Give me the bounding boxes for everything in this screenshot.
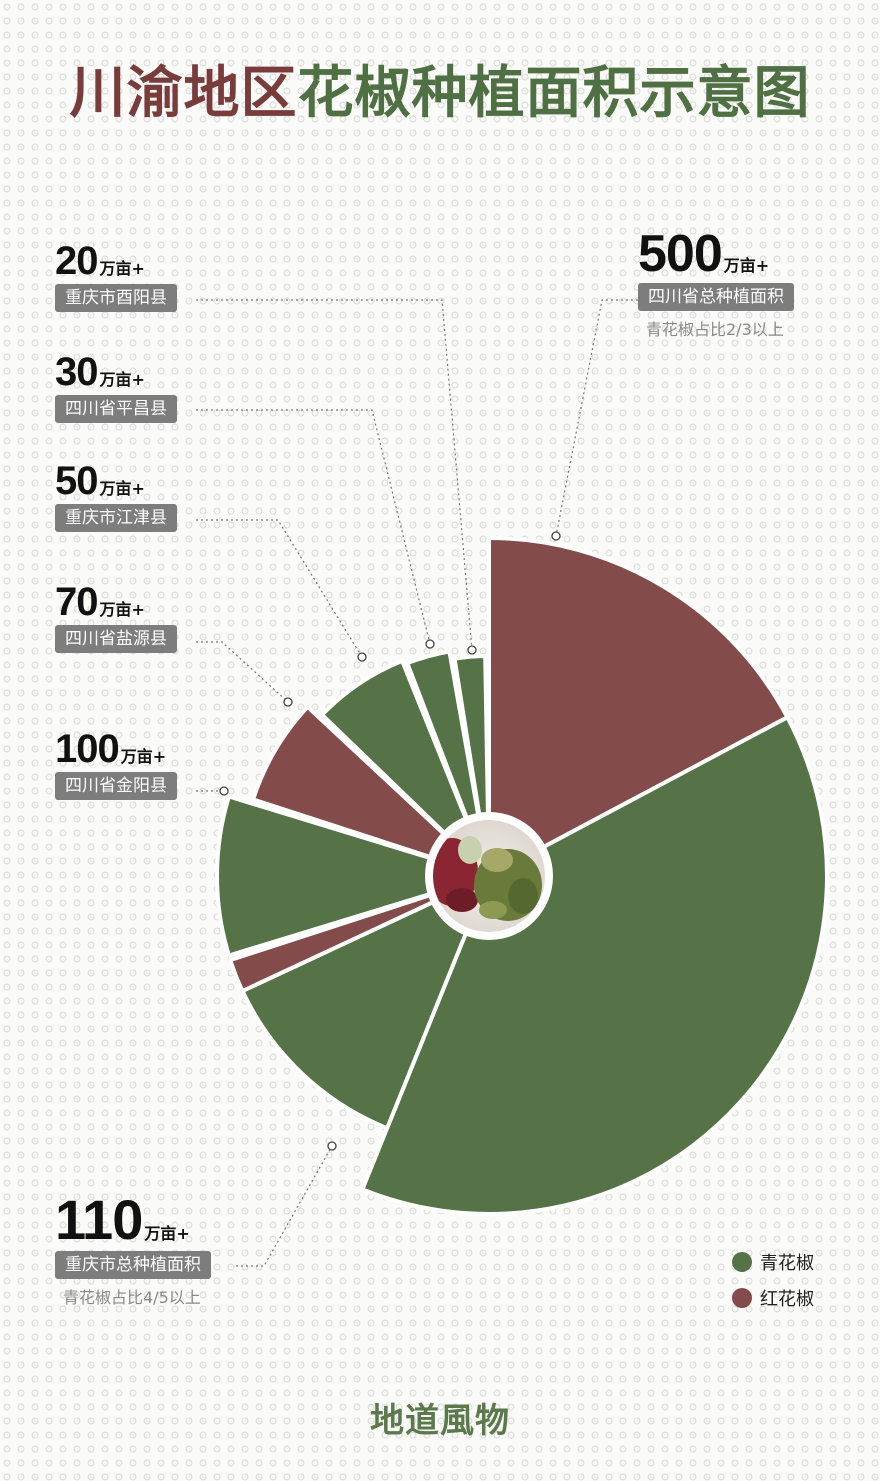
annotation-value: 110 万亩+: [55, 1188, 190, 1251]
slice-sichuan-total-red: [487, 536, 790, 878]
slice-jiangjin: [320, 658, 491, 878]
slice-jinyang: [215, 794, 491, 958]
annotation-chongqing-total: 110 万亩+ 重庆市总种植面积 青花椒占比4/5以上: [55, 1192, 211, 1308]
annotation-label-tag: 重庆市酉阳县: [55, 284, 177, 312]
leader-chongqing-total: [236, 1145, 333, 1267]
annotation-value: 100 万亩+: [55, 727, 167, 771]
leader-jinyang-dot: [219, 786, 229, 796]
leader-pingchang: [196, 409, 431, 645]
annotation-label-tag: 重庆市总种植面积: [55, 1251, 211, 1279]
page-title: 川渝地区花椒种植面积示意图: [0, 58, 880, 128]
legend-label-green: 青花椒: [760, 1253, 814, 1274]
leader-youyang-dot: [467, 645, 477, 655]
legend-swatch-green: [732, 1252, 752, 1272]
leaders-layer: [196, 299, 638, 1267]
annotation-jiangjin: 50 万亩+ 重庆市江津县: [55, 461, 177, 532]
leader-jiangjin: [196, 519, 363, 658]
annotation-sichuan-total: 500 万亩+ 四川省总种植面积 青花椒占比2/3以上: [638, 228, 794, 340]
slice-yanyuan: [251, 704, 491, 878]
annotation-value: 70 万亩+: [55, 580, 145, 624]
leader-pingchang-dot: [425, 639, 435, 649]
slice-chongqing-green: [240, 874, 491, 1131]
leader-chongqing-total-dot: [327, 1141, 337, 1151]
leader-yanyuan: [196, 641, 289, 703]
annotation-pingchang: 30 万亩+ 四川省平昌县: [55, 352, 177, 423]
annotation-label-tag: 四川省盐源县: [55, 625, 177, 653]
leader-yanyuan-dot: [283, 697, 293, 707]
annotation-label-tag: 四川省总种植面积: [638, 283, 794, 311]
annotation-subtext: 青花椒占比2/3以上: [646, 320, 784, 339]
legend-item-green: 青花椒: [732, 1249, 814, 1275]
annotation-value: 30 万亩+: [55, 350, 145, 394]
annotation-label-tag: 四川省平昌县: [55, 395, 177, 423]
annotation-subtext: 青花椒占比4/5以上: [63, 1288, 201, 1307]
annotation-yanyuan: 70 万亩+ 四川省盐源县: [55, 582, 177, 653]
slice-chongqing-red: [228, 874, 491, 993]
legend-swatch-red: [732, 1288, 752, 1308]
leader-sichuan-total-dot: [551, 531, 561, 541]
title-part-red: 川渝地区: [69, 60, 298, 126]
annotation-youyang: 20 万亩+ 重庆市酉阳县: [55, 241, 177, 312]
footer-logo: 地道風物: [370, 1401, 510, 1441]
leader-sichuan-total: [555, 299, 638, 537]
annotation-value: 20 万亩+: [55, 239, 145, 283]
leader-jiangjin-dot: [357, 652, 367, 662]
leader-youyang: [196, 299, 473, 651]
annotation-label-tag: 四川省金阳县: [55, 772, 177, 800]
annotation-value: 50 万亩+: [55, 459, 145, 503]
legend-item-red: 红花椒: [732, 1285, 814, 1311]
slices-layer: [215, 536, 829, 1216]
annotation-value: 500 万亩+: [638, 225, 770, 283]
annotation-jinyang: 100 万亩+ 四川省金阳县: [55, 729, 177, 800]
center-pepper-photo: [425, 812, 553, 940]
legend-label-red: 红花椒: [760, 1289, 814, 1310]
title-part-green: 花椒种植面积示意图: [297, 60, 811, 126]
annotation-label-tag: 重庆市江津县: [55, 504, 177, 532]
slice-sichuan-total-green: [360, 715, 829, 1216]
